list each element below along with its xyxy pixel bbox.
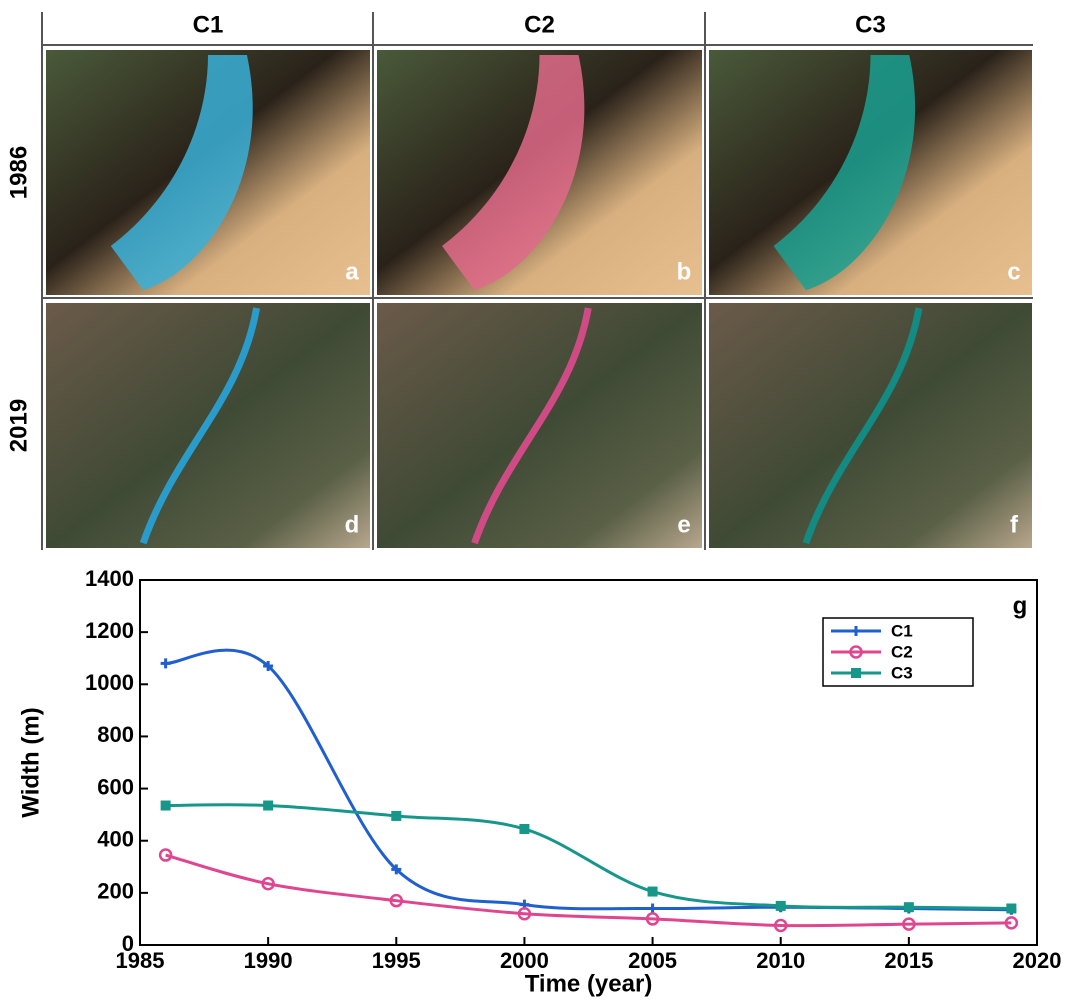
- x-tick-label: 2015: [884, 948, 933, 973]
- marker: [776, 901, 786, 911]
- x-axis-label: Time (year): [525, 970, 653, 997]
- marker: [391, 811, 401, 821]
- column-label: C2: [524, 11, 555, 38]
- legend-label: C3: [891, 663, 913, 682]
- x-tick-label: 1995: [372, 948, 421, 973]
- panel-letter: e: [677, 511, 690, 538]
- series-line: [166, 650, 1012, 910]
- marker: [161, 801, 171, 811]
- column-label: C3: [855, 11, 886, 38]
- x-tick-label: 2000: [500, 948, 549, 973]
- y-tick-label: 800: [97, 722, 134, 747]
- legend-label: C2: [891, 642, 913, 661]
- marker: [519, 824, 529, 834]
- y-tick-label: 1400: [85, 566, 134, 591]
- y-tick-label: 400: [97, 827, 134, 852]
- x-tick-label: 1985: [116, 948, 165, 973]
- marker: [1006, 904, 1016, 914]
- y-axis-label: Width (m): [17, 707, 44, 817]
- panel-letter: a: [345, 258, 359, 285]
- panel-letter: f: [1010, 511, 1019, 538]
- marker: [648, 887, 658, 897]
- marker: [263, 801, 273, 811]
- marker: [161, 658, 171, 668]
- series-line: [166, 855, 1012, 926]
- row-label: 2019: [5, 399, 32, 452]
- panel-letter: c: [1007, 258, 1020, 285]
- y-tick-label: 600: [97, 774, 134, 799]
- panel-letter: d: [345, 511, 360, 538]
- marker: [904, 902, 914, 912]
- x-tick-label: 2005: [628, 948, 677, 973]
- column-label: C1: [193, 11, 224, 38]
- legend-marker: [851, 668, 861, 678]
- panel-letter: b: [677, 258, 692, 285]
- series-line: [166, 805, 1012, 909]
- y-tick-label: 1000: [85, 670, 134, 695]
- marker: [648, 904, 658, 914]
- figure: C1C2C31986abc2019def02004006008001000120…: [0, 0, 1077, 1000]
- row-label: 1986: [5, 146, 32, 199]
- x-tick-label: 1990: [244, 948, 293, 973]
- y-tick-label: 200: [97, 879, 134, 904]
- y-tick-label: 1200: [85, 618, 134, 643]
- x-tick-label: 2010: [756, 948, 805, 973]
- panel-letter: g: [1013, 592, 1028, 619]
- x-tick-label: 2020: [1013, 948, 1062, 973]
- legend-label: C1: [891, 621, 913, 640]
